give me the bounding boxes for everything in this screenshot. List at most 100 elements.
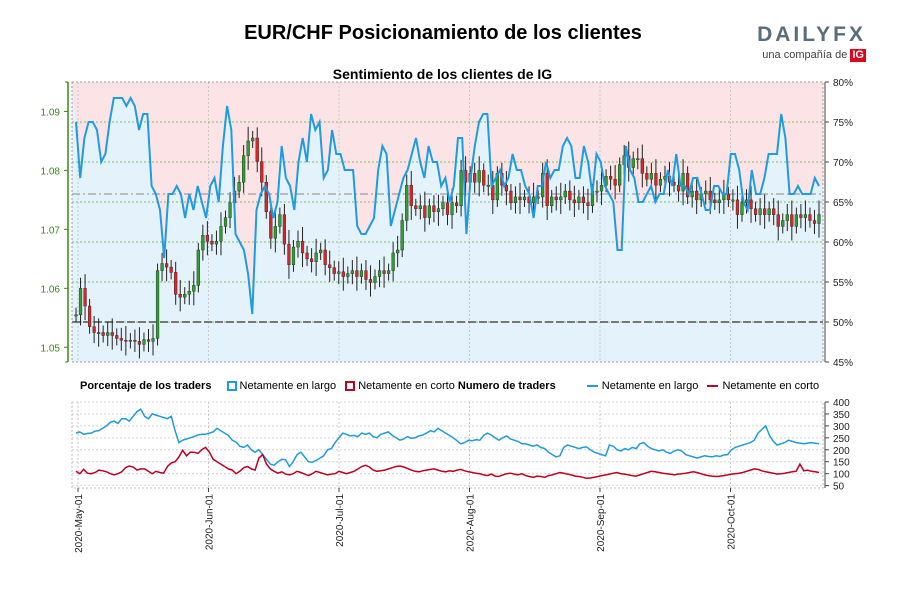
candle-body (87, 305, 92, 327)
candle-body (423, 205, 427, 218)
candle-body (640, 158, 644, 174)
main-plot-frame (71, 81, 824, 363)
candle-body (151, 338, 155, 342)
candle-body (559, 196, 563, 201)
candle-body (305, 252, 309, 260)
x-tick-label: 2020-Oct-01 (727, 494, 738, 550)
candle-body (676, 184, 681, 192)
candle-body (577, 196, 581, 204)
candle-body (654, 173, 658, 186)
left-tick-label: 1.07 (41, 225, 61, 236)
candle-body (246, 140, 250, 156)
x-tick-label: 2020-Jul-01 (335, 494, 346, 547)
candle-body (459, 170, 463, 206)
candle-body (260, 161, 264, 183)
candle-body (418, 205, 422, 209)
candle-body (223, 217, 228, 227)
candle-body (613, 179, 617, 186)
candle-body (658, 179, 663, 186)
candle-body (690, 190, 694, 198)
candle-body (137, 341, 142, 345)
candle-body (255, 137, 259, 162)
candle-body (165, 263, 169, 268)
candle-body (781, 220, 785, 227)
count-short-line (75, 446, 820, 480)
candle-body (323, 249, 327, 265)
right-tick-label: 50% (833, 318, 853, 329)
candle-body (486, 184, 490, 187)
candle-body (749, 199, 753, 209)
candle-body (726, 193, 730, 201)
candle-body (119, 338, 123, 341)
legend-num-short-swatch (707, 385, 719, 388)
legend-pct-header: Porcentaje de los traders (80, 380, 212, 393)
candle-body (405, 184, 409, 221)
candle-body (450, 202, 454, 215)
candle-body (482, 170, 486, 186)
candle-body (808, 214, 812, 221)
legend-pct-short-label: Netamente en corto (358, 380, 455, 393)
candle-body (242, 155, 246, 183)
candle-body (382, 270, 386, 274)
candle-body (812, 220, 817, 224)
count-tick-label: 400 (833, 398, 850, 409)
right-tick-label: 60% (833, 238, 853, 249)
count-tick-label: 200 (833, 446, 850, 457)
left-tick-label: 1.06 (41, 284, 61, 295)
candle-body (432, 205, 436, 212)
count-tick-label: 50 (833, 482, 845, 493)
candle-body (740, 202, 744, 215)
candle-body (300, 240, 305, 254)
candle-body (174, 272, 178, 295)
candle-body (359, 270, 364, 277)
candle-body (767, 208, 771, 215)
candle-body (273, 226, 277, 239)
candle-body (572, 199, 576, 204)
legend-num-header: Numero de traders (457, 380, 556, 393)
candle-body (636, 158, 640, 161)
candle-body (155, 270, 160, 339)
candle-body (776, 214, 780, 227)
candle-body (522, 196, 527, 201)
logo-brand-a: DAILY (757, 23, 834, 46)
candle-body (531, 196, 536, 204)
short-area-fill (72, 82, 823, 314)
candle-body (364, 270, 368, 280)
candle-body (695, 190, 699, 201)
candle-body (681, 173, 685, 192)
candle-body (563, 190, 567, 198)
candle-body (473, 173, 477, 183)
candle-body (110, 332, 114, 336)
candle-body (251, 137, 255, 142)
candle-body (427, 205, 431, 218)
candle-body (545, 173, 549, 206)
candle-body (146, 339, 151, 342)
candle-body (763, 208, 767, 215)
candle-body (201, 235, 205, 251)
candle-body (445, 202, 450, 215)
chart-subtitle: Sentimiento de los clientes de IG (332, 66, 553, 82)
count-tick-label: 100 (833, 470, 850, 481)
candle-body (513, 196, 518, 204)
count-tick-label: 300 (833, 422, 850, 433)
candle-body (133, 339, 137, 342)
candle-body (409, 184, 413, 206)
ig-badge-icon: IG (850, 49, 866, 62)
candle-body (92, 326, 96, 333)
candle-body (817, 214, 821, 224)
candle-body (799, 214, 803, 218)
candle-body (74, 314, 78, 317)
candle-body (713, 199, 717, 204)
right-tick-label: 80% (833, 78, 853, 89)
legend: Porcentaje de los traders Netamente en l… (80, 380, 819, 392)
candle-body (785, 214, 789, 221)
logo-brand-b: FX (833, 23, 866, 46)
candle-body (581, 196, 586, 204)
candle-body (753, 208, 758, 215)
candle-body (83, 288, 87, 307)
candle-body (228, 202, 232, 218)
candle-body (314, 252, 318, 262)
candle-body (291, 246, 296, 265)
candle-body (618, 164, 622, 186)
